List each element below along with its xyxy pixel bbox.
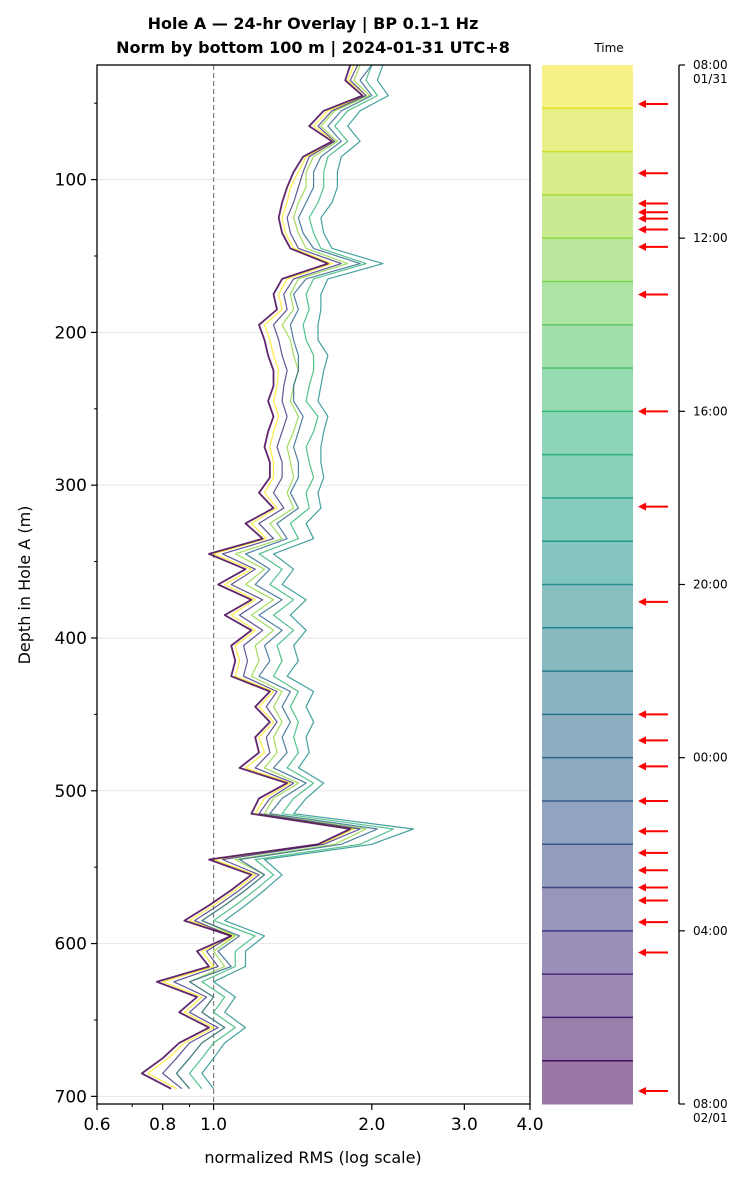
series-line-6 bbox=[140, 64, 364, 1090]
y-tick-label-5: 600 bbox=[55, 935, 87, 955]
x-axis-ticks: 0.6 0.8 1.0 2.0 3.0 4.0 bbox=[83, 1104, 544, 1135]
x-tick-label-3: 2.0 bbox=[358, 1115, 385, 1135]
series-line-5 bbox=[162, 64, 367, 1090]
event-arrow-6 bbox=[638, 242, 668, 251]
event-arrow-9 bbox=[638, 502, 668, 511]
colorbar bbox=[542, 65, 633, 1105]
series-line-0 bbox=[147, 64, 367, 1090]
y-tick-label-2: 300 bbox=[55, 476, 87, 496]
chart-title-line2: Norm by bottom 100 m | 2024-01-31 UTC+8 bbox=[116, 38, 510, 58]
event-arrow-3 bbox=[638, 208, 668, 217]
colorbar-band-4 bbox=[542, 238, 633, 282]
event-arrow-16 bbox=[638, 848, 668, 857]
colorbar-band-14 bbox=[542, 671, 633, 715]
x-tick-label-1: 0.8 bbox=[149, 1115, 176, 1135]
colorbar-band-9 bbox=[542, 454, 633, 499]
grid-lines bbox=[97, 179, 530, 1097]
colorbar-tick-label-3: 20:00 bbox=[693, 578, 728, 592]
colorbar-band-10 bbox=[542, 497, 633, 542]
y-axis-label: Depth in Hole A (m) bbox=[15, 506, 34, 665]
colorbar-band-18 bbox=[542, 844, 633, 889]
event-arrow-21 bbox=[638, 948, 668, 957]
event-arrow-22 bbox=[638, 1087, 668, 1096]
colorbar-band-12 bbox=[542, 584, 633, 629]
colorbar-band-16 bbox=[542, 757, 633, 802]
event-arrow-0 bbox=[638, 99, 668, 108]
colorbar-band-8 bbox=[542, 411, 633, 456]
y-tick-label-1: 200 bbox=[55, 323, 87, 343]
event-arrow-5 bbox=[638, 225, 668, 234]
colorbar-band-21 bbox=[542, 974, 633, 1018]
event-arrow-20 bbox=[638, 918, 668, 927]
colorbar-band-20 bbox=[542, 930, 633, 975]
colorbar-axis: 08:00 01/31 12:00 16:00 20:00 00:00 04:00 08:00… bbox=[678, 58, 728, 1125]
event-arrow-11 bbox=[638, 710, 668, 719]
colorbar-label: Time bbox=[593, 41, 623, 55]
event-arrow-17 bbox=[638, 866, 668, 875]
y-axis-ticks: 100 200 300 400 500 600 700 bbox=[55, 102, 97, 1107]
colorbar-tick-label-5: 04:00 bbox=[693, 924, 728, 938]
x-tick-label-0: 0.6 bbox=[83, 1115, 110, 1135]
colorbar-band-5 bbox=[542, 281, 633, 326]
event-arrow-8 bbox=[638, 407, 668, 416]
event-arrow-4 bbox=[638, 214, 668, 223]
chart-title-line1: Hole A — 24-hr Overlay | BP 0.1–1 Hz bbox=[148, 14, 479, 34]
event-arrow-15 bbox=[638, 827, 668, 836]
event-arrow-18 bbox=[638, 883, 668, 892]
event-arrow-14 bbox=[638, 796, 668, 805]
event-arrow-7 bbox=[638, 290, 668, 299]
x-tick-label-2: 1.0 bbox=[200, 1115, 227, 1135]
colorbar-band-11 bbox=[542, 541, 633, 585]
series-line-4 bbox=[175, 64, 378, 1090]
y-tick-label-0: 100 bbox=[55, 171, 87, 191]
x-tick-label-4: 3.0 bbox=[451, 1115, 478, 1135]
y-tick-label-4: 500 bbox=[55, 782, 87, 802]
colorbar-band-3 bbox=[542, 194, 633, 239]
colorbar-tick-label-0: 08:00 01/31 bbox=[693, 58, 728, 86]
event-arrow-12 bbox=[638, 736, 668, 745]
event-arrow-19 bbox=[638, 896, 668, 905]
colorbar-band-1 bbox=[542, 108, 633, 153]
colorbar-band-7 bbox=[542, 368, 633, 412]
colorbar-tick-label-2: 16:00 bbox=[693, 404, 728, 418]
colorbar-tick-label-6: 08:00 02/01 bbox=[693, 1097, 728, 1125]
colorbar-band-13 bbox=[542, 627, 633, 672]
event-arrow-2 bbox=[638, 199, 668, 208]
series-lines bbox=[140, 64, 414, 1090]
plot-frame bbox=[96, 64, 531, 1105]
x-axis-label: normalized RMS (log scale) bbox=[204, 1148, 421, 1167]
event-arrow-13 bbox=[638, 762, 668, 771]
series-line-1 bbox=[175, 64, 371, 1090]
colorbar-band-19 bbox=[542, 887, 633, 932]
y-tick-label-3: 400 bbox=[55, 629, 87, 649]
series-line-3 bbox=[201, 64, 414, 1090]
colorbar-band-6 bbox=[542, 324, 633, 369]
y-tick-label-6: 700 bbox=[55, 1087, 87, 1107]
colorbar-band-0 bbox=[542, 65, 633, 109]
event-arrow-10 bbox=[638, 597, 668, 606]
colorbar-band-23 bbox=[542, 1060, 633, 1105]
event-arrows bbox=[638, 99, 668, 1096]
colorbar-band-15 bbox=[542, 714, 633, 759]
event-arrow-1 bbox=[638, 169, 668, 178]
colorbar-band-22 bbox=[542, 1017, 633, 1062]
x-tick-label-5: 4.0 bbox=[516, 1115, 543, 1135]
series-line-2 bbox=[188, 64, 395, 1090]
colorbar-tick-label-1: 12:00 bbox=[693, 231, 728, 245]
colorbar-band-2 bbox=[542, 151, 633, 196]
colorbar-band-17 bbox=[542, 800, 633, 845]
colorbar-tick-label-4: 00:00 bbox=[693, 751, 728, 765]
